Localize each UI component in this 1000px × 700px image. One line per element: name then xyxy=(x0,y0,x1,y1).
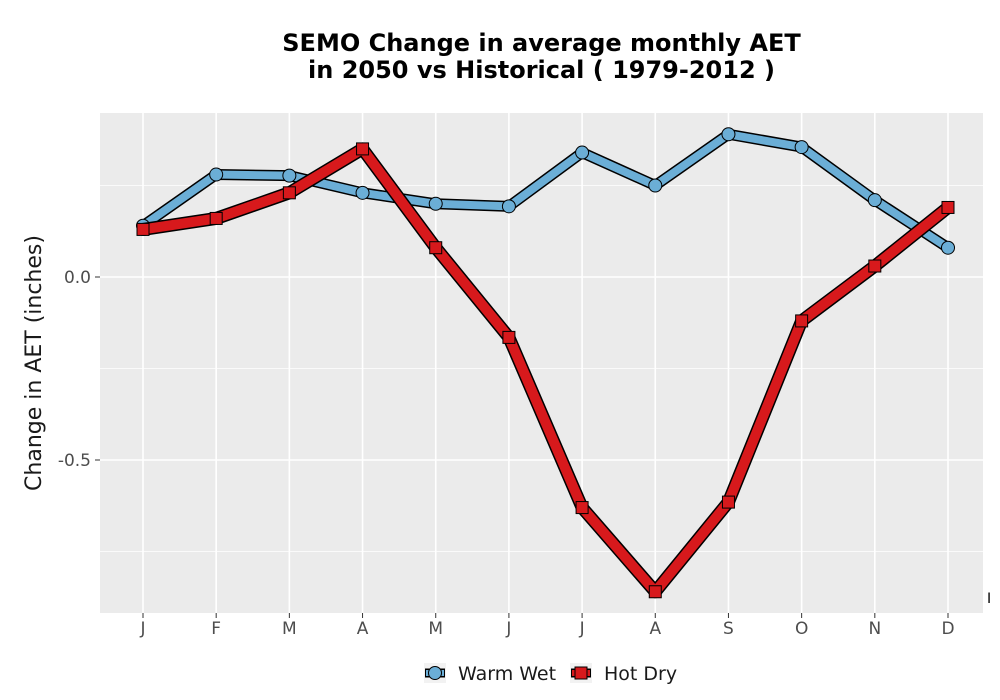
data-point-square xyxy=(575,501,589,515)
data-point-circle xyxy=(355,185,370,200)
x-tick-label: J xyxy=(579,619,585,639)
plot-panel xyxy=(100,113,983,613)
series-warm-wet xyxy=(136,127,955,255)
chart-title-line-1: SEMO Change in average monthly AET xyxy=(282,29,801,57)
x-tick-label: M xyxy=(428,619,443,639)
y-axis-ticks: 0.0 -0.5 xyxy=(58,268,100,471)
data-point-circle xyxy=(648,178,663,193)
legend-label: Warm Wet xyxy=(458,663,556,685)
chart-title-line-2: in 2050 vs Historical ( 1979-2012 ) xyxy=(308,56,775,84)
data-point-square xyxy=(429,241,443,255)
corner-mark: I xyxy=(987,591,991,607)
y-tick-label: 0.0 xyxy=(64,268,91,288)
legend-key-square xyxy=(574,666,588,680)
legend: Warm Wet Hot Dry xyxy=(424,663,677,685)
series-line xyxy=(138,143,953,597)
data-point-square xyxy=(502,330,516,344)
data-point-square xyxy=(941,200,955,214)
chart-title: SEMO Change in average monthly AET in 20… xyxy=(100,30,983,84)
x-tick-label: O xyxy=(795,619,808,639)
y-axis-label: Change in AET (inches) xyxy=(22,235,47,491)
data-point-circle xyxy=(867,193,882,208)
series-line xyxy=(139,130,952,252)
legend-item: Warm Wet xyxy=(424,663,556,685)
data-point-square xyxy=(282,186,296,200)
data-point-circle xyxy=(282,168,297,183)
data-point-square xyxy=(136,222,150,236)
data-point-square xyxy=(721,495,735,509)
legend-label: Hot Dry xyxy=(604,663,677,685)
data-point-circle xyxy=(209,167,224,182)
data-point-circle xyxy=(721,127,736,142)
data-point-circle xyxy=(575,145,590,160)
x-tick-label: N xyxy=(868,619,881,639)
x-tick-label: S xyxy=(723,619,734,639)
data-point-square xyxy=(356,142,370,156)
series-layer xyxy=(136,127,955,599)
legend-item: Hot Dry xyxy=(570,663,677,685)
data-point-square xyxy=(648,585,662,599)
x-tick-label: F xyxy=(211,619,221,639)
x-tick-label: M xyxy=(282,619,297,639)
x-tick-label: A xyxy=(357,619,369,639)
grid-major xyxy=(100,113,983,613)
data-point-square xyxy=(795,314,809,328)
legend-key-circle xyxy=(428,666,442,680)
series-hot-dry xyxy=(136,142,955,599)
data-point-circle xyxy=(794,140,809,155)
data-point-square xyxy=(209,211,223,225)
data-point-circle xyxy=(428,196,443,211)
data-point-circle xyxy=(941,240,955,255)
data-point-circle xyxy=(501,199,516,214)
data-point-square xyxy=(868,259,882,273)
x-tick-label: J xyxy=(139,619,145,639)
y-tick-label: -0.5 xyxy=(58,451,91,471)
x-tick-label: J xyxy=(505,619,511,639)
x-tick-label: D xyxy=(941,619,954,639)
x-tick-label: A xyxy=(649,619,661,639)
